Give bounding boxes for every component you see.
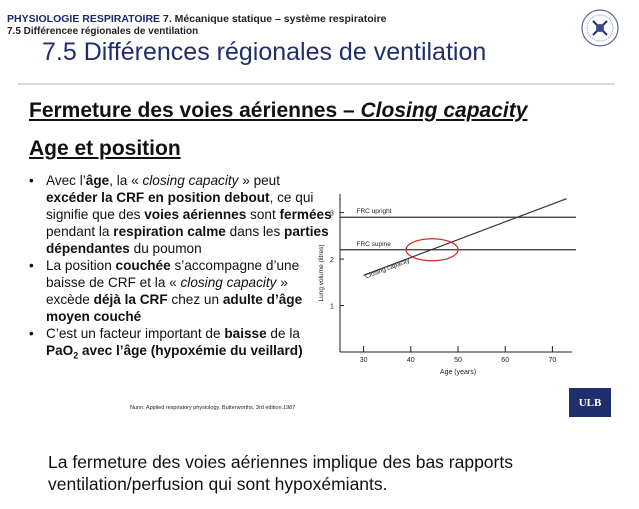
series-label-frc-upright: FRC upright <box>357 208 392 215</box>
bullet-text-run: du poumon <box>129 241 202 256</box>
bullet-text-run: fermées <box>279 207 332 222</box>
slide-heading-text: Fermeture des voies aériennes – <box>29 99 361 122</box>
bullet-text-run: chez un <box>167 292 223 307</box>
bullet-text-run: parties dépendantes <box>46 224 329 256</box>
slide-subheading: Age et position <box>29 137 181 160</box>
bullet-item: Avec l’âge, la « closing capacity » peut… <box>27 172 332 257</box>
bullet-text-run: closing capacity <box>180 275 277 290</box>
bullet-text-run: couchée <box>115 258 171 273</box>
bullet-text-run: , ce qui signifie que des <box>46 190 314 222</box>
header-chapter: 7. Mécanique statique – système respirat… <box>162 13 387 25</box>
x-tick-label: 60 <box>501 357 509 364</box>
highlight-ellipse <box>405 238 459 262</box>
bullet-text-run: , la « <box>109 173 143 188</box>
slide-heading: Fermeture des voies aériennes – Closing … <box>29 99 527 123</box>
y-tick-label: 3 <box>330 211 334 218</box>
bullet-item: C’est un facteur important de baisse de … <box>27 325 332 361</box>
bullet-text-run: de la <box>266 326 300 341</box>
title-divider <box>18 83 615 85</box>
bullet-text-run: déjà la CRF <box>93 292 168 307</box>
header-section: 7.5 Différencee régionales de ventilatio… <box>7 26 199 37</box>
bullet-text-run: PaO <box>46 343 74 358</box>
bullet-text-run: 2 <box>73 350 79 361</box>
bullet-text-run: s’accompagne d’une baisse de CRF et la « <box>46 258 300 290</box>
bullet-text-run: La position <box>46 258 116 273</box>
bullet-text-run: âge <box>85 173 110 188</box>
x-tick-label: 40 <box>407 357 415 364</box>
slide-title: 7.5 Différences régionales de ventilatio… <box>42 38 487 66</box>
bullet-text-run: » peut <box>238 173 281 188</box>
bullet-text-run: sont <box>246 207 280 222</box>
bullet-text-run: adulte d’âge moyen couché <box>46 292 303 324</box>
slide-heading-italic: Closing capacity <box>360 99 528 122</box>
bullet-text-run: C’est un facteur important de <box>46 326 225 341</box>
bullet-list: Avec l’âge, la « closing capacity » peut… <box>27 172 332 361</box>
slide: PHYSIOLOGIE RESPIRATOIRE 7. Mécanique st… <box>0 0 639 420</box>
header-category: PHYSIOLOGIE RESPIRATOIRE <box>7 13 161 25</box>
closing-capacity-chart: 1 2 3 30 40 50 60 70 FRC upright FRC supine Closin… <box>318 194 576 376</box>
y-tick-label: 1 <box>330 304 334 311</box>
bullet-text-run: closing capacity <box>142 173 239 188</box>
bullet-text-run: » excède <box>46 275 288 307</box>
x-tick-label: 50 <box>454 357 462 364</box>
series-label-closing-capacity: Closing capacity <box>364 257 411 281</box>
ulb-logo: ULB <box>569 388 611 417</box>
x-tick-label: 70 <box>549 357 557 364</box>
slide-caption: La fermeture des voies aériennes impliqu… <box>48 452 513 494</box>
y-axis-label: Lung volume (litres) <box>318 244 325 301</box>
series-line-2 <box>363 198 567 276</box>
citation: Nunn. Applied respiratory physiology. Bu… <box>130 405 296 411</box>
bullet-text-run: baisse <box>224 326 267 341</box>
bullet-text-run: excéder la CRF en position debout <box>46 190 270 205</box>
bullet-text-run: Avec l’ <box>46 173 86 188</box>
bullet-text-run: voies aériennes <box>144 207 247 222</box>
x-tick-label: 30 <box>360 357 368 364</box>
bullet-item: La position couchée s’accompagne d’une b… <box>27 257 332 325</box>
bullet-text-run: respiration calme <box>113 224 226 239</box>
y-tick-label: 2 <box>330 257 334 264</box>
bullet-text-run: dans les <box>225 224 285 239</box>
bullet-text-run: avec l’âge (hypoxémie du veillard) <box>78 343 303 358</box>
x-axis-label: Age (years) <box>440 369 476 376</box>
header-line: PHYSIOLOGIE RESPIRATOIRE 7. Mécanique st… <box>7 13 387 25</box>
bullet-text-run: pendant la <box>46 224 114 239</box>
series-label-frc-supine: FRC supine <box>357 241 392 248</box>
university-seal-icon <box>581 9 619 47</box>
